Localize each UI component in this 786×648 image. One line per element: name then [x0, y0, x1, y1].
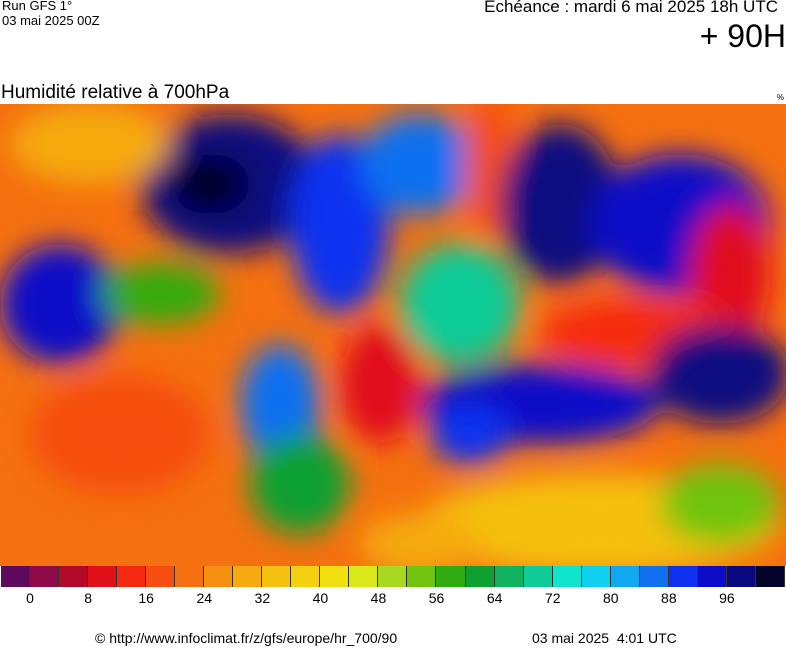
colorbar-swatch: [610, 566, 640, 587]
colorbar-swatch: [262, 566, 292, 587]
colorbar-tick-label: 32: [254, 590, 271, 606]
colorbar-swatch: [523, 566, 553, 587]
map-title: Humidité relative à 700hPa: [1, 82, 230, 103]
colorbar-swatch: [146, 566, 176, 587]
colorbar-swatch: [175, 566, 205, 587]
colorbar-tick-label: 8: [84, 590, 92, 606]
colorbar-swatch: [755, 566, 785, 587]
colorbar-tick-label: 56: [428, 590, 445, 606]
unit-label: %: [776, 93, 784, 102]
colorbar-swatch: [349, 566, 379, 587]
colorbar-swatch: [117, 566, 147, 587]
colorbar-swatch: [465, 566, 495, 587]
colorbar-tick-label: 64: [486, 590, 503, 606]
colorbar-swatch: [436, 566, 466, 587]
colorbar-swatch: [581, 566, 611, 587]
colorbar-swatch: [494, 566, 524, 587]
generated-time: 03 mai 2025 4:01 UTC: [532, 630, 677, 646]
colorbar: [1, 566, 785, 587]
colorbar-tick-label: 0: [26, 590, 34, 606]
colorbar-swatch: [639, 566, 669, 587]
colorbar-swatch: [233, 566, 263, 587]
colorbar-swatch: [668, 566, 698, 587]
colorbar-swatch: [726, 566, 756, 587]
colorbar-swatch: [30, 566, 60, 587]
colorbar-tick-label: 16: [138, 590, 154, 606]
colorbar-swatch: [320, 566, 350, 587]
lead-time: + 90H: [699, 18, 786, 54]
colorbar-swatch: [552, 566, 582, 587]
colorbar-swatch: [378, 566, 408, 587]
colorbar-swatch: [697, 566, 727, 587]
colorbar-tick-label: 96: [719, 590, 735, 606]
colorbar-tick-label: 80: [602, 590, 619, 606]
forecast-time: Echéance : mardi 6 mai 2025 18h UTC: [484, 0, 778, 16]
colorbar-swatch: [88, 566, 118, 587]
run-date: 03 mai 2025 00Z: [2, 13, 100, 28]
colorbar-tick-label: 40: [312, 590, 329, 606]
colorbar-tick-label: 48: [370, 590, 387, 606]
colorbar-swatch: [407, 566, 437, 587]
colorbar-swatch: [1, 566, 31, 587]
colorbar-tick-label: 72: [544, 590, 561, 606]
source-url: © http://www.infoclimat.fr/z/gfs/europe/…: [95, 630, 398, 646]
colorbar-tick-label: 24: [196, 590, 213, 606]
colorbar-swatch: [59, 566, 89, 587]
colorbar-ticks: 0 8 16 24 32 40 48 56 64 72 80 88 96: [0, 590, 786, 608]
run-label: Run GFS 1°: [2, 0, 73, 13]
colorbar-swatch: [291, 566, 321, 587]
colorbar-swatch: [204, 566, 234, 587]
colorbar-tick-label: 88: [661, 590, 677, 606]
map: [0, 104, 786, 566]
